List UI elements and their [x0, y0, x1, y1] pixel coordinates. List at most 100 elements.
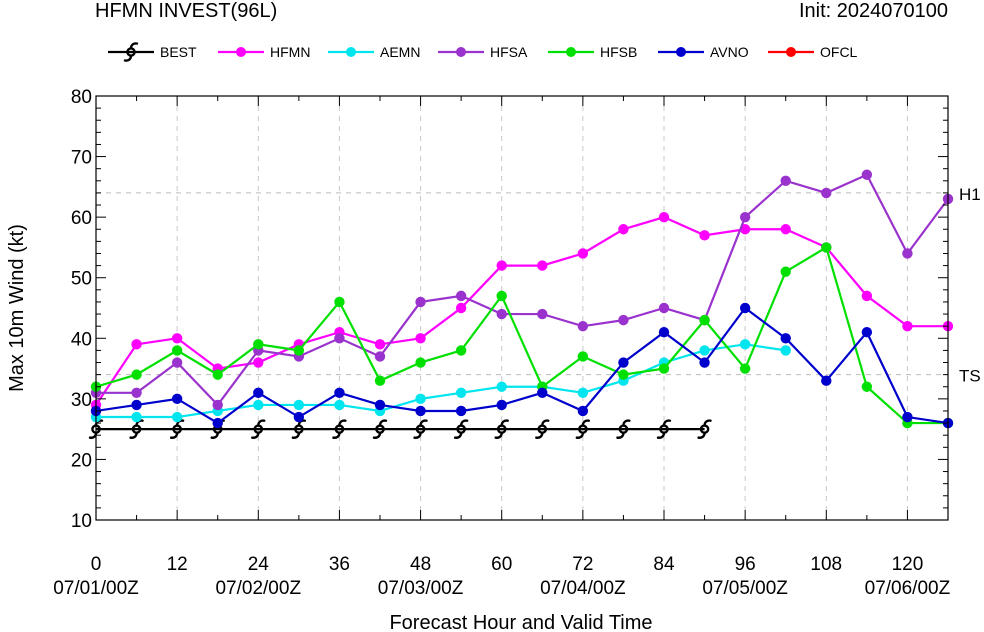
legend-label: HFSA: [490, 44, 528, 60]
legend-item-hfsb: HFSB: [548, 44, 637, 60]
best-point: [656, 419, 672, 439]
series-layer: [88, 169, 954, 439]
aemn-point: [334, 399, 345, 411]
hfsa-point: [455, 290, 467, 302]
aemn-point: [577, 387, 589, 398]
hfsb-point: [415, 357, 426, 368]
legend-marker: [566, 47, 576, 57]
aemn-point: [131, 411, 142, 423]
threshold-label: H1: [959, 185, 981, 204]
avno-point: [780, 333, 791, 344]
series-hfmn: [90, 211, 954, 411]
legend-item-hfmn: HFMN: [218, 44, 310, 60]
legend-marker: [456, 47, 466, 57]
hfmn-point: [496, 260, 507, 271]
hfsa-line: [96, 173, 949, 407]
hfmn-point: [374, 339, 386, 350]
x-tick-label: 48: [410, 554, 431, 575]
best-point: [616, 419, 631, 439]
avno-point: [902, 411, 913, 423]
hfmn-point: [171, 333, 183, 344]
chart-title: HFMN INVEST(96L): [95, 0, 278, 22]
avno-point: [658, 327, 670, 338]
hfsa-point: [374, 351, 386, 362]
hfsa-point: [415, 296, 426, 308]
x-tick-label: 12: [167, 554, 188, 575]
best-point: [372, 419, 388, 439]
hfmn-point: [415, 333, 426, 344]
best-point: [535, 419, 550, 439]
legend-label: HFMN: [270, 44, 310, 60]
aemn-point: [415, 393, 426, 405]
x-tick-label: 72: [572, 554, 593, 575]
avno-point: [739, 302, 751, 314]
valid-time-label: 07/04/00Z: [540, 578, 626, 599]
best-point: [453, 419, 469, 439]
valid-time-label: 07/05/00Z: [702, 578, 788, 599]
avno-point: [293, 411, 305, 423]
aemn-point: [739, 339, 751, 350]
legend-item-avno: AVNO: [658, 44, 749, 60]
hfsa-point: [618, 314, 629, 326]
legend-label: AVNO: [710, 44, 749, 60]
aemn-point: [699, 345, 710, 356]
hfsb-point: [496, 290, 507, 302]
init-time-label: Init: 2024070100: [798, 0, 948, 22]
aemn-point: [496, 381, 507, 392]
hfsb-point: [861, 381, 873, 392]
hfsa-point: [334, 333, 345, 344]
x-tick-label: 108: [810, 554, 842, 575]
best-point: [494, 419, 509, 439]
best-point: [332, 419, 347, 439]
best-point: [251, 419, 266, 439]
hfmn-point: [658, 211, 670, 223]
hfmn-point: [780, 224, 791, 235]
chart-grid: H1 TS: [96, 96, 981, 520]
avno-point: [334, 387, 345, 398]
hfsa-point: [780, 175, 791, 186]
hfmn-point: [618, 224, 629, 235]
hfsa-point: [537, 308, 548, 320]
best-point: [575, 419, 591, 439]
avno-point: [253, 387, 264, 398]
x-tick-label: 0: [91, 554, 102, 575]
avno-point: [131, 399, 142, 411]
hfmn-point: [455, 302, 467, 314]
avno-point: [496, 399, 507, 411]
y-tick-label: 70: [71, 148, 92, 169]
legend-marker: [786, 47, 796, 57]
avno-point: [415, 405, 426, 417]
hfsb-point: [577, 351, 589, 362]
hfsb-point: [131, 369, 142, 380]
avno-point: [699, 357, 710, 368]
legend-label: HFSB: [600, 44, 637, 60]
valid-time-label: 07/06/00Z: [865, 578, 951, 599]
avno-point: [374, 399, 386, 411]
hfmn-point: [902, 320, 913, 332]
hfsa-point: [821, 187, 832, 199]
x-tick-label: 120: [892, 554, 924, 575]
y-tick-label: 50: [71, 269, 92, 290]
hfsa-point: [496, 308, 507, 320]
hfsb-line: [95, 245, 948, 425]
avno-point: [861, 327, 873, 338]
series-best: [88, 419, 712, 439]
legend-marker: [236, 47, 246, 57]
hfsa-point: [902, 248, 913, 259]
x-tick-label: 24: [248, 554, 270, 575]
avno-point: [455, 405, 467, 417]
valid-time-label: 07/01/00Z: [53, 578, 139, 599]
chart-axes: 10 20 30 40 50 60 70 80 0 12 24 36 48 60 72 84 96 108 120 0…: [53, 87, 950, 599]
hfmn-point: [537, 260, 548, 271]
hfsb-point: [699, 314, 710, 326]
x-tick-label: 84: [653, 554, 675, 575]
plot-frame: [95, 95, 949, 521]
valid-time-label: 07/03/00Z: [378, 578, 464, 599]
hfsb-point: [293, 345, 305, 356]
x-tick-label: 36: [329, 554, 350, 575]
hfsa-point: [739, 211, 751, 223]
hfmn-point: [861, 290, 873, 302]
legend-item-aemn: AEMN: [328, 44, 420, 60]
series-hfsa: [90, 169, 954, 411]
